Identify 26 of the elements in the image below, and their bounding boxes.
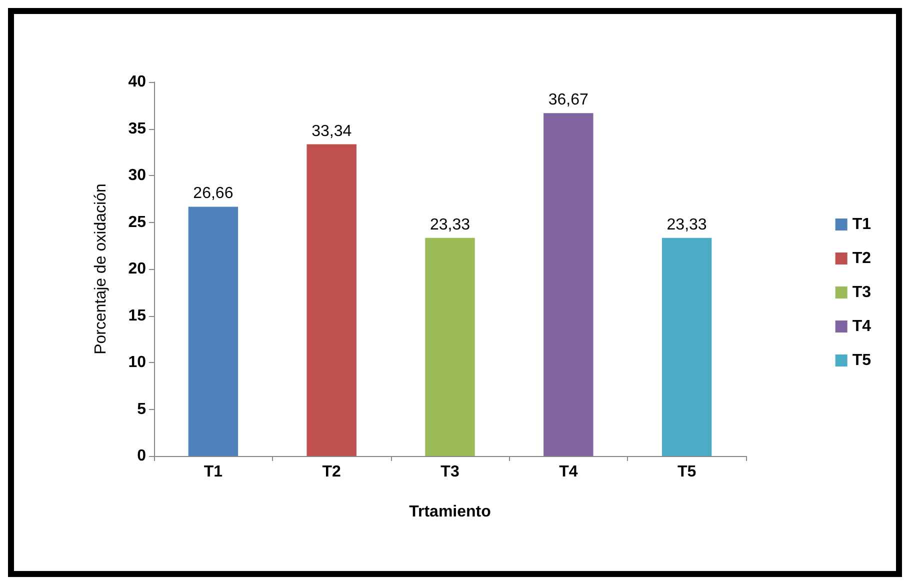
data-label: 33,34: [312, 122, 352, 140]
y-tick-label: 5: [137, 400, 146, 418]
x-tick-label: T3: [440, 464, 460, 480]
legend-label: T2: [852, 250, 872, 267]
x-tick-label: T1: [204, 464, 223, 480]
x-tick-label: T4: [559, 464, 578, 480]
x-tick-label: T2: [322, 464, 342, 480]
x-tick-label: T5: [677, 464, 696, 480]
y-tick-label: 30: [128, 167, 146, 184]
data-label: 36,67: [548, 92, 589, 109]
data-label: 23,33: [666, 216, 707, 234]
y-tick-label: 0: [137, 448, 146, 464]
legend-label: T1: [852, 216, 872, 233]
data-label: 23,33: [430, 216, 470, 234]
legend-label: T4: [852, 318, 872, 335]
y-tick-label: 25: [128, 214, 146, 231]
y-tick-label: 10: [128, 354, 146, 371]
y-axis-title: Porcentaje de oxidación: [92, 184, 110, 354]
x-axis-title: Trtamiento: [409, 504, 492, 520]
y-tick-label: 20: [128, 260, 146, 278]
y-tick-label: 15: [128, 307, 146, 324]
y-tick-label: 35: [128, 120, 146, 138]
legend-label: T5: [852, 352, 872, 369]
y-tick-label: 40: [128, 74, 146, 90]
data-label: 26,66: [193, 185, 234, 202]
legend-label: T3: [852, 284, 872, 301]
